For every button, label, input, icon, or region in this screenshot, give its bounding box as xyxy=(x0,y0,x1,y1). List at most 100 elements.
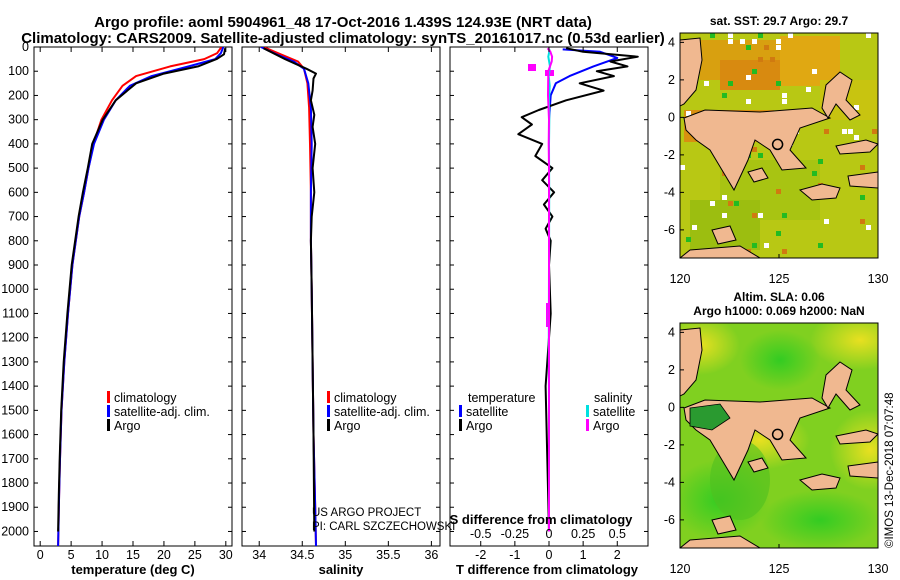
map-y-tick-label: -6 xyxy=(664,223,675,237)
depth-tick-label: 100 xyxy=(8,64,29,78)
map-y-tick-label: -4 xyxy=(664,185,675,199)
legend-swatch-argo xyxy=(327,419,330,431)
series-line-argo xyxy=(57,48,227,532)
legend-label-satellite: satellite-adj. clim. xyxy=(114,405,210,419)
sst-pixel xyxy=(860,219,865,224)
depth-tick-label: 2000 xyxy=(1,524,29,538)
sst-pixel xyxy=(818,243,823,248)
difference-lines xyxy=(517,47,639,532)
depth-tick-label: 600 xyxy=(8,185,29,199)
map-y-tick-label: -4 xyxy=(664,475,675,489)
series-line-t-satellite xyxy=(548,48,619,532)
legend-label-s-satellite: satellite xyxy=(593,405,635,419)
sst-pixel xyxy=(758,57,763,62)
sst-pixel xyxy=(764,45,769,50)
salinity-legend: climatology satellite-adj. clim. Argo xyxy=(327,391,430,433)
s-diff-tick-label: -0.5 xyxy=(470,527,492,541)
x-tick-label: 0 xyxy=(37,548,44,562)
sla-argo-position xyxy=(771,428,784,441)
series-line-satellite-adj-clim- xyxy=(260,47,317,546)
sst-pixel xyxy=(728,33,733,38)
sst-pixel xyxy=(812,171,817,176)
sst-pixel xyxy=(782,213,787,218)
sst-pixel xyxy=(860,165,865,170)
legend-label-climatology: climatology xyxy=(114,391,177,405)
sla-map-title-line-2: Argo h1000: 0.069 h2000: NaN xyxy=(693,304,864,318)
sla-land-seram-east xyxy=(847,461,878,479)
sst-map-title: sat. SST: 29.7 Argo: 29.7 xyxy=(710,14,849,28)
sst-pixel xyxy=(752,69,757,74)
series-line-satellite-adj-clim- xyxy=(57,47,225,546)
sst-pixel xyxy=(860,195,865,200)
legend-swatch-t-satellite xyxy=(459,405,462,417)
sst-pixel xyxy=(770,57,775,62)
x-tick-label: 20 xyxy=(157,548,171,562)
series-line-t-argo xyxy=(517,47,639,532)
sst-pixel xyxy=(764,243,769,248)
sst-pixel xyxy=(740,39,745,44)
map-x-tick-label: 120 xyxy=(670,562,691,576)
x-tick-label: 5 xyxy=(68,548,75,562)
sla-land-small-isles xyxy=(680,457,769,548)
legend-label-s-argo: Argo xyxy=(593,419,619,433)
sst-pixel xyxy=(812,69,817,74)
depth-tick-label: 1900 xyxy=(1,500,29,514)
map-y-tick-label: 2 xyxy=(668,73,675,87)
sst-pixel xyxy=(872,129,877,134)
map-y-tick-label: 4 xyxy=(668,325,675,339)
sst-pixel xyxy=(746,45,751,50)
sst-pixel xyxy=(758,33,763,38)
legend-swatch-t-argo xyxy=(459,419,462,431)
salinity-xlabel: salinity xyxy=(319,562,365,577)
map-y-tick-label: 2 xyxy=(668,363,675,377)
depth-tick-label: 300 xyxy=(8,113,29,127)
depth-tick-label: 1200 xyxy=(1,331,29,345)
x-tick-label: 0 xyxy=(546,548,553,562)
x-tick-label: 1 xyxy=(580,548,587,562)
legend-label-climatology: climatology xyxy=(334,391,397,405)
sst-pixel xyxy=(734,201,739,206)
depth-tick-label: 1600 xyxy=(1,428,29,442)
sst-pixel xyxy=(758,153,763,158)
sst-pixel xyxy=(788,33,793,38)
map-x-tick-label: 130 xyxy=(868,562,889,576)
s-diff-tick-label: 0.5 xyxy=(609,527,626,541)
map-y-tick-label: -2 xyxy=(664,148,675,162)
x-tick-label: 34 xyxy=(252,548,266,562)
x-tick-label: 35 xyxy=(338,548,352,562)
legend-title-temperature: temperature xyxy=(468,391,535,405)
salinity-panel-frame xyxy=(241,46,441,547)
sla-land-sula xyxy=(835,429,878,445)
map-x-tick-label: 125 xyxy=(769,272,790,286)
sst-pixel xyxy=(782,99,787,104)
credit-pi: PI: CARL SZCZECHOWSKI xyxy=(312,521,455,533)
title-line-1: Argo profile: aoml 5904961_48 17-Oct-201… xyxy=(94,14,592,31)
map-y-tick-label: 0 xyxy=(668,400,675,414)
map-y-tick-label: 0 xyxy=(668,110,675,124)
map-x-tick-label: 120 xyxy=(670,272,691,286)
legend-swatch-satellite xyxy=(107,405,110,417)
temperature-panel-frame xyxy=(33,46,233,547)
sst-pixel xyxy=(722,195,727,200)
map-y-tick-label: -6 xyxy=(664,513,675,527)
depth-tick-label: 1500 xyxy=(1,403,29,417)
depth-tick-label: 1000 xyxy=(1,282,29,296)
sla-land-gulf xyxy=(689,403,731,431)
sst-pixel xyxy=(680,165,685,170)
legend-swatch-argo xyxy=(107,419,110,431)
sst-pixel xyxy=(818,159,823,164)
x-tick-label: 30 xyxy=(219,548,233,562)
legend-label-t-argo: Argo xyxy=(466,419,492,433)
salinity-lines xyxy=(260,47,317,546)
imos-stamp: ©IMOS 13-Dec-2018 07:07:48 xyxy=(884,392,896,548)
sla-land-halmahera xyxy=(821,361,861,411)
sst-pixel xyxy=(776,39,781,44)
difference-legend: temperature satellite Argo salinity sate… xyxy=(459,391,635,433)
x-tick-label: 15 xyxy=(126,548,140,562)
series-line-s-argo xyxy=(546,47,554,532)
sst-pixel xyxy=(728,201,733,206)
depth-tick-label: 0 xyxy=(22,40,29,54)
sst-pixel xyxy=(752,213,757,218)
x-tick-label: 25 xyxy=(188,548,202,562)
